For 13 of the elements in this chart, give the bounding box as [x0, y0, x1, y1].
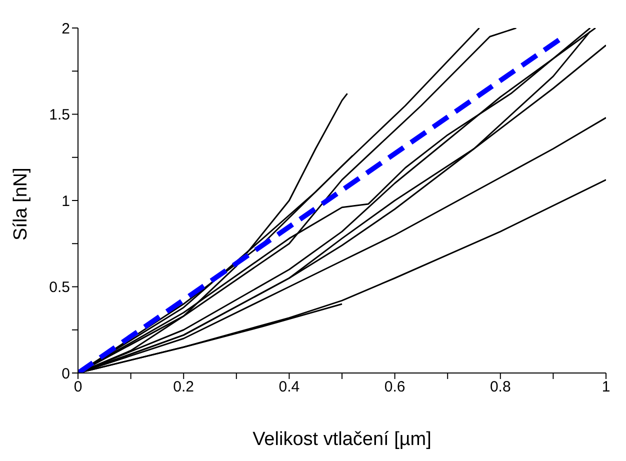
x-tick-label: 0.4	[278, 378, 300, 396]
y-axis-title: Síla [nN]	[10, 168, 32, 240]
y-tick-label: 1.5	[49, 106, 70, 124]
x-axis-title: Velikost vtlačení [µm]	[252, 429, 432, 450]
x-tick-label: 0.2	[173, 378, 194, 396]
x-tick-label: 1	[602, 378, 610, 396]
x-tick-label: 0	[74, 378, 82, 396]
y-tick-label: 0.5	[49, 279, 70, 296]
y-tick-label: 1	[62, 192, 70, 210]
x-tick-label: 0.8	[490, 378, 511, 396]
y-tick-label: 2	[62, 20, 70, 38]
y-tick-label: 0	[62, 365, 70, 382]
x-tick-label: 0.6	[384, 378, 406, 396]
